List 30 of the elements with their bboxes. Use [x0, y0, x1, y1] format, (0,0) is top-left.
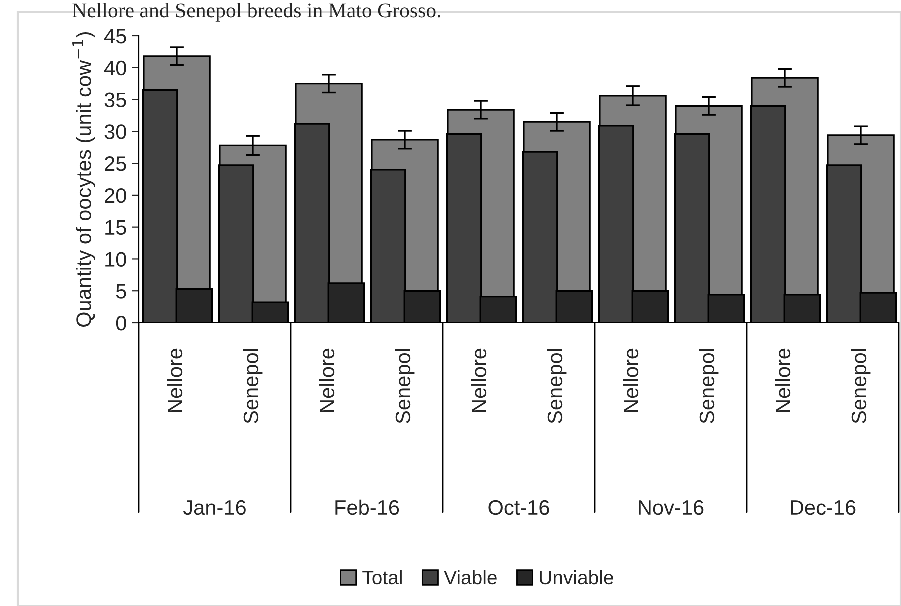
x-tick-label: Nellore: [471, 348, 487, 412]
x-tick-label: Nellore: [319, 348, 335, 412]
y-tick-label: 5: [116, 284, 126, 299]
text: Jan-16: [183, 500, 246, 516]
x-tick-label: Nellore: [623, 348, 639, 412]
legend-label: Viable: [444, 570, 497, 585]
legend-label: Unviable: [540, 570, 614, 585]
y-tick-label: 0: [116, 316, 126, 331]
y-tick-label: 40: [104, 60, 126, 76]
x-tick-label: Senepol: [243, 349, 263, 424]
legend-label: Total: [362, 570, 402, 585]
chart-title: Nellore and Senepol breeds in Mato Grosso.: [72, 3, 440, 22]
y-tick-label: 10: [106, 252, 126, 267]
y-tick-label: 15: [106, 220, 126, 236]
x-tick-label: Senepol: [547, 349, 567, 424]
text: Feb-16: [336, 500, 400, 516]
y-tick-label: 45: [104, 29, 126, 44]
text: Oct-16: [488, 500, 550, 516]
x-tick-label: Senepol: [395, 349, 415, 424]
y-tick-label: 30: [104, 124, 126, 140]
y-tick-label: 20: [105, 188, 126, 204]
y-tick-label: 35: [104, 92, 126, 108]
y-axis-title: Quantity of oocytes (unit cow$^{−1}$): [72, 32, 96, 327]
x-tick-label: Senepol: [699, 349, 719, 424]
y-tick-label: 25: [105, 156, 126, 172]
x-tick-label: Senepol: [851, 349, 871, 424]
x-tick-label: Nellore: [167, 348, 183, 412]
text: Dec-16: [791, 500, 856, 516]
x-tick-label: Nellore: [775, 348, 791, 412]
text: Nov-16: [639, 500, 704, 516]
